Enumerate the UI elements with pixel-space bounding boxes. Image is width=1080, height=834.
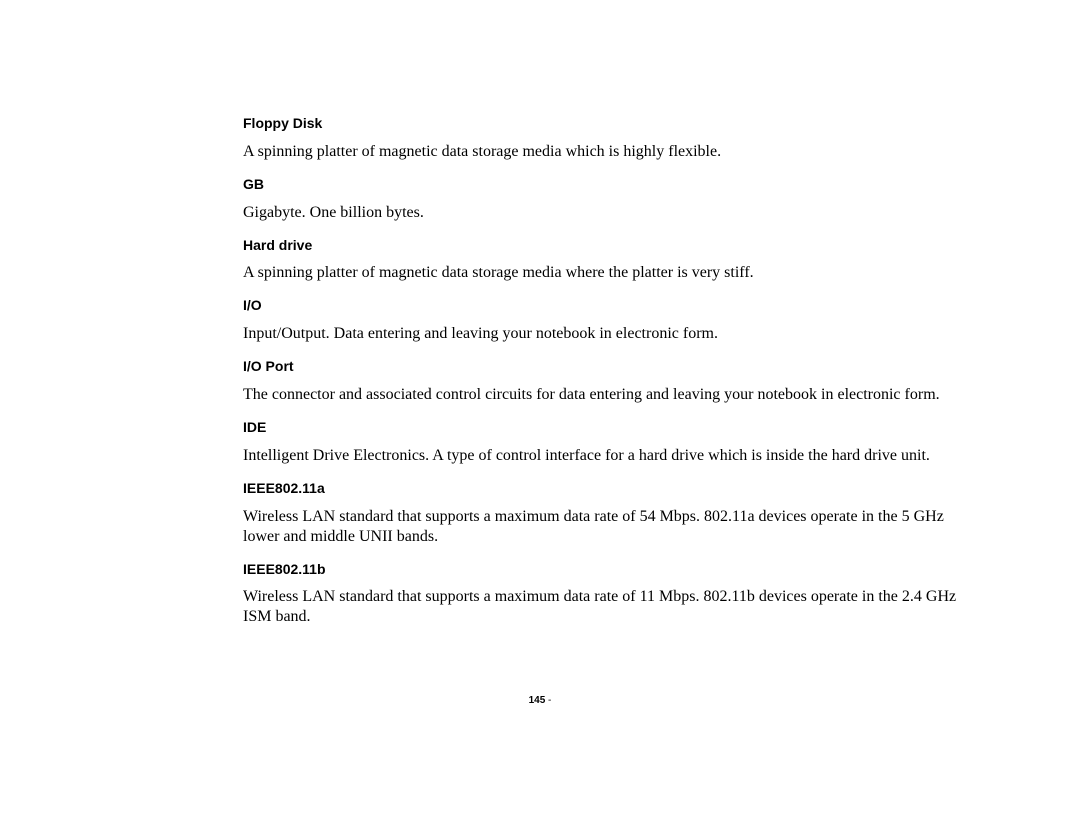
- page-number: 145 -: [0, 695, 1080, 706]
- glossary-definition: Input/Output. Data entering and leaving …: [243, 324, 973, 344]
- glossary-definition: A spinning platter of magnetic data stor…: [243, 263, 973, 283]
- page-number-value: 145: [529, 695, 546, 706]
- page: Floppy Disk A spinning platter of magnet…: [0, 0, 1080, 834]
- glossary-term: Hard drive: [243, 237, 973, 254]
- glossary-term: IEEE802.11a: [243, 480, 973, 497]
- glossary-definition: Intelligent Drive Electronics. A type of…: [243, 446, 973, 466]
- glossary-term: IDE: [243, 419, 973, 436]
- glossary-term: GB: [243, 176, 973, 193]
- page-number-suffix: -: [545, 695, 551, 706]
- glossary-term: IEEE802.11b: [243, 561, 973, 578]
- glossary-term: I/O: [243, 297, 973, 314]
- glossary-term: I/O Port: [243, 358, 973, 375]
- glossary-definition: Gigabyte. One billion bytes.: [243, 203, 973, 223]
- glossary-definition: Wireless LAN standard that supports a ma…: [243, 587, 973, 627]
- glossary-definition: Wireless LAN standard that supports a ma…: [243, 507, 973, 547]
- glossary-definition: A spinning platter of magnetic data stor…: [243, 142, 973, 162]
- glossary-term: Floppy Disk: [243, 115, 973, 132]
- glossary-definition: The connector and associated control cir…: [243, 385, 973, 405]
